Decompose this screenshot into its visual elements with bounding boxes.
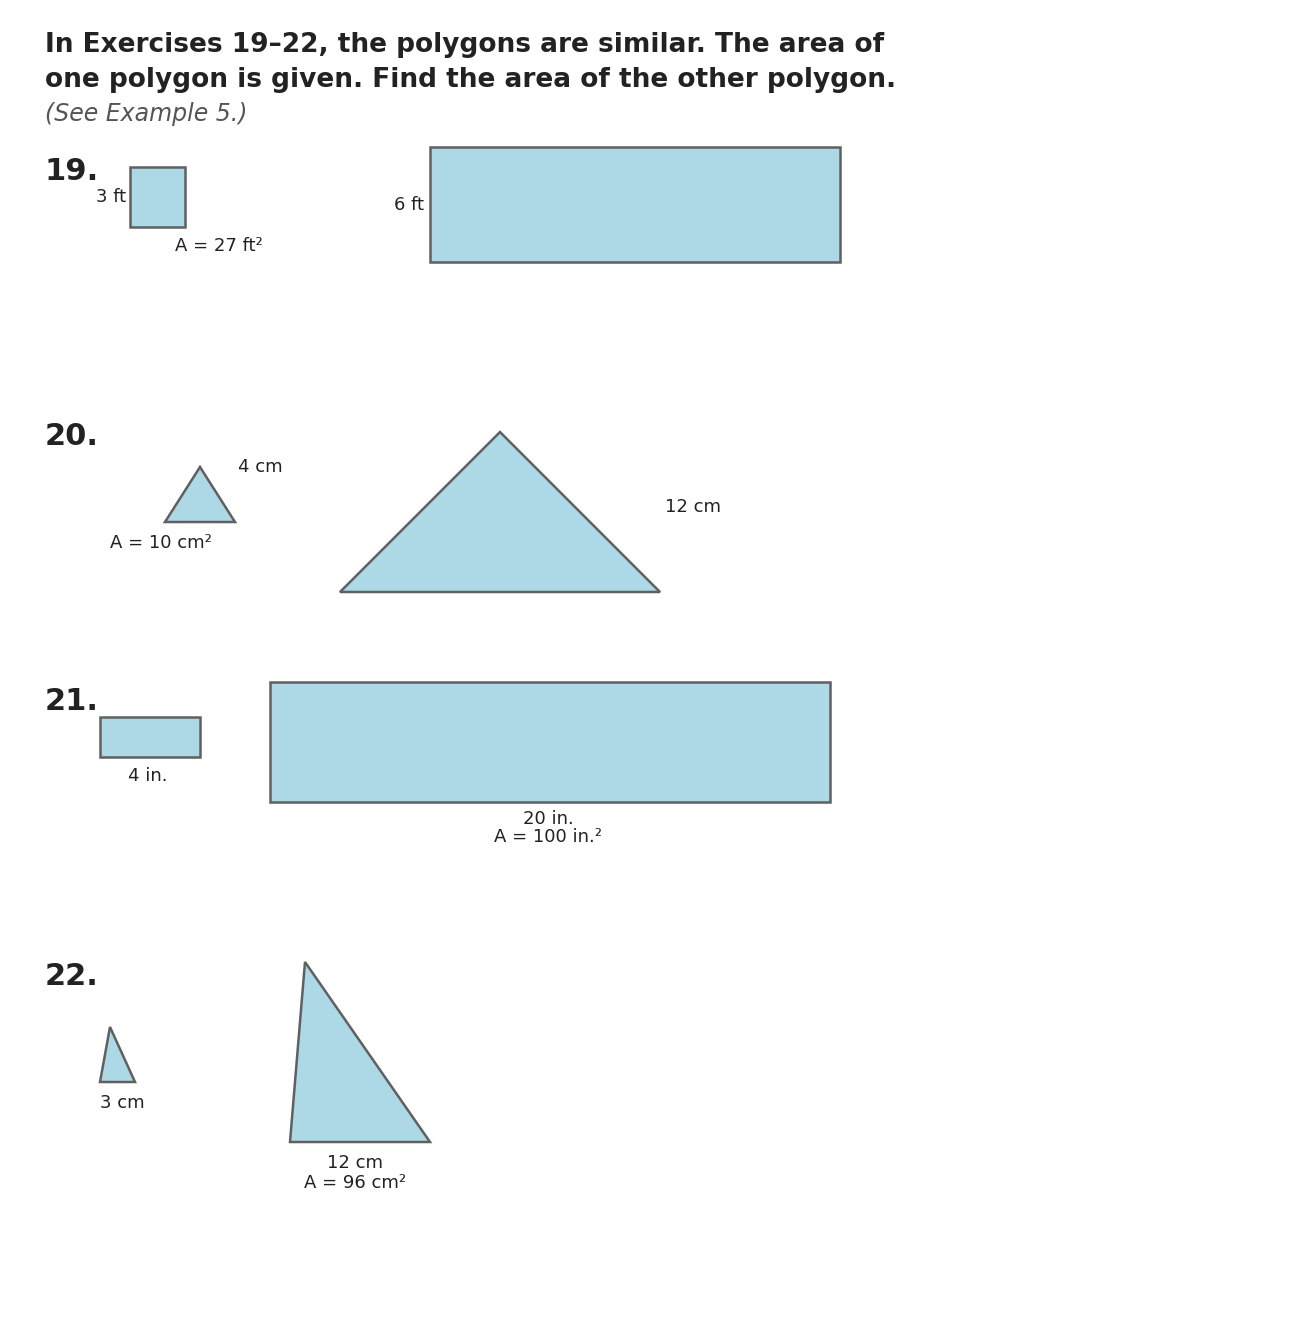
Text: A = 96 cm²: A = 96 cm² [304,1174,406,1192]
Text: 20.: 20. [45,422,99,451]
Polygon shape [101,1027,135,1081]
Bar [101,717,200,758]
Text: A = 27 ft²: A = 27 ft² [175,237,263,255]
Text: 21.: 21. [45,687,99,717]
Polygon shape [290,962,430,1142]
Text: 3 ft: 3 ft [95,188,126,206]
Text: 3 cm: 3 cm [101,1095,144,1112]
Polygon shape [165,467,235,522]
Text: 19.: 19. [45,157,99,186]
Text: 22.: 22. [45,962,99,992]
Text: 4 cm: 4 cm [237,457,283,476]
Bar [270,682,829,802]
Text: A = 100 in.²: A = 100 in.² [494,828,602,846]
Text: 12 cm: 12 cm [326,1154,383,1173]
Polygon shape [341,432,660,592]
Text: (See Example 5.): (See Example 5.) [45,102,248,126]
Text: 6 ft: 6 ft [393,196,424,214]
Text: 4 in.: 4 in. [128,767,168,785]
Text: In Exercises 19–22, the polygons are similar. The area of: In Exercises 19–22, the polygons are sim… [45,32,884,58]
Text: 12 cm: 12 cm [666,498,721,516]
Text: 20 in.: 20 in. [522,810,573,828]
Text: one polygon is given. Find the area of the other polygon.: one polygon is given. Find the area of t… [45,67,897,93]
Bar [430,147,840,262]
Text: A = 10 cm²: A = 10 cm² [110,534,212,553]
Bar [130,167,184,227]
